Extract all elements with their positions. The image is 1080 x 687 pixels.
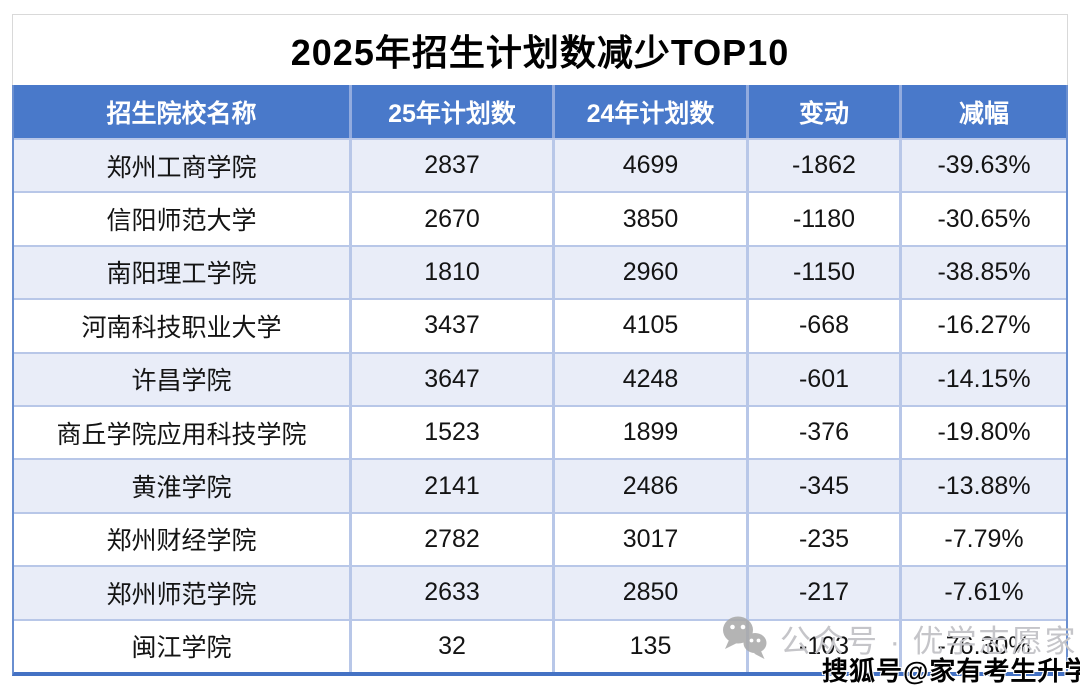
value-cell: 2850: [555, 567, 749, 619]
school-name-cell: 郑州师范学院: [14, 567, 352, 619]
value-cell: -39.63%: [937, 151, 1031, 180]
header-cell-2: 24年计划数: [555, 85, 749, 138]
value-cell: 3437: [352, 300, 555, 352]
table-row: 黄淮学院 2141 2486 -345 -13.88%: [14, 458, 1066, 512]
school-name-cell: 许昌学院: [14, 353, 352, 405]
table-row: 商丘学院应用科技学院 1523 1899 -376 -19.80%: [14, 404, 1066, 459]
value-cell: 1899: [555, 406, 749, 459]
value-cell: 135: [555, 620, 749, 672]
value-cell: -19.80%: [937, 418, 1031, 447]
table-row: 郑州财经学院 2782 3017 -235 -7.79%: [14, 511, 1066, 566]
table-row: 闽江学院 32 135 -103 -76.30%: [14, 618, 1066, 672]
value-cell: 4699: [555, 140, 749, 192]
table-row: 南阳理工学院 1810 2960 -1150 -38.85%: [14, 244, 1066, 299]
table-row: 许昌学院 3647 4248 -601 -14.15%: [14, 351, 1066, 405]
value-cell: -16.27%: [937, 311, 1031, 340]
school-name-cell: 黄淮学院: [14, 460, 352, 512]
value-cell: -30.65%: [937, 204, 1031, 233]
value-cell: 4105: [555, 300, 749, 352]
school-name-cell: 信阳师范大学: [14, 193, 352, 245]
table-row: 郑州师范学院 2633 2850 -217 -7.61%: [14, 565, 1066, 619]
table-row: 河南科技职业大学 3437 4105 -668 -16.27%: [14, 298, 1066, 352]
school-name-cell: 闽江学院: [14, 620, 352, 672]
value-cell: 4248: [555, 353, 749, 405]
value-cell: -7.61%: [944, 578, 1024, 607]
value-cell: -13.88%: [937, 471, 1031, 500]
value-cell: -103: [749, 620, 902, 672]
table-body: 郑州工商学院 2837 4699 -1862 -39.63% 信阳师范大学 2670 3850…: [14, 138, 1066, 672]
value-cell: 2141: [352, 460, 555, 512]
table-row: 郑州工商学院 2837 4699 -1862 -39.63%: [14, 138, 1066, 192]
value-cell: 3850: [555, 193, 749, 245]
school-name-cell: 郑州工商学院: [14, 140, 352, 192]
header-cell-3: 变动: [749, 85, 902, 138]
header-cell-1: 25年计划数: [352, 85, 555, 138]
school-name-cell: 郑州财经学院: [14, 513, 352, 566]
ranking-table: 招生院校名称 25年计划数 24年计划数 变动 减幅 郑州工商学院 2837 4699 -18…: [12, 85, 1068, 676]
page-title: 2025年招生计划数减少TOP10: [12, 14, 1068, 85]
value-cell: 32: [352, 620, 555, 672]
table-row: 信阳师范大学 2670 3850 -1180 -30.65%: [14, 191, 1066, 245]
school-name-cell: 河南科技职业大学: [14, 300, 352, 352]
value-cell: -76.30%: [937, 631, 1031, 660]
value-cell: 2837: [352, 140, 555, 192]
value-cell: -38.85%: [937, 257, 1031, 286]
sohu-watermark-label: 搜狐号@家有考生升学帮: [822, 656, 1080, 686]
value-cell: -7.79%: [944, 524, 1024, 553]
value-cell: -376: [749, 406, 902, 459]
header-cell-4: 减幅: [958, 99, 1009, 128]
value-cell: -14.15%: [937, 364, 1031, 393]
value-cell: -217: [749, 567, 902, 619]
value-cell: 1810: [352, 246, 555, 299]
value-cell: -235: [749, 513, 902, 566]
table-header-row: 招生院校名称 25年计划数 24年计划数 变动 减幅: [14, 85, 1066, 138]
value-cell: -668: [749, 300, 902, 352]
value-cell: 3647: [352, 353, 555, 405]
value-cell: 2782: [352, 513, 555, 566]
value-cell: 2960: [555, 246, 749, 299]
value-cell: -345: [749, 460, 902, 512]
header-cell-0: 招生院校名称: [14, 85, 352, 138]
school-name-cell: 南阳理工学院: [14, 246, 352, 299]
value-cell: -1180: [749, 193, 902, 245]
school-name-cell: 商丘学院应用科技学院: [14, 406, 352, 459]
value-cell: -1150: [749, 246, 902, 299]
value-cell: -601: [749, 353, 902, 405]
ranking-card: 2025年招生计划数减少TOP10 招生院校名称 25年计划数 24年计划数 变动 减幅…: [12, 14, 1068, 676]
value-cell: 2670: [352, 193, 555, 245]
value-cell: -1862: [749, 140, 902, 192]
value-cell: 3017: [555, 513, 749, 566]
value-cell: 1523: [352, 406, 555, 459]
value-cell: 2633: [352, 567, 555, 619]
value-cell: 2486: [555, 460, 749, 512]
